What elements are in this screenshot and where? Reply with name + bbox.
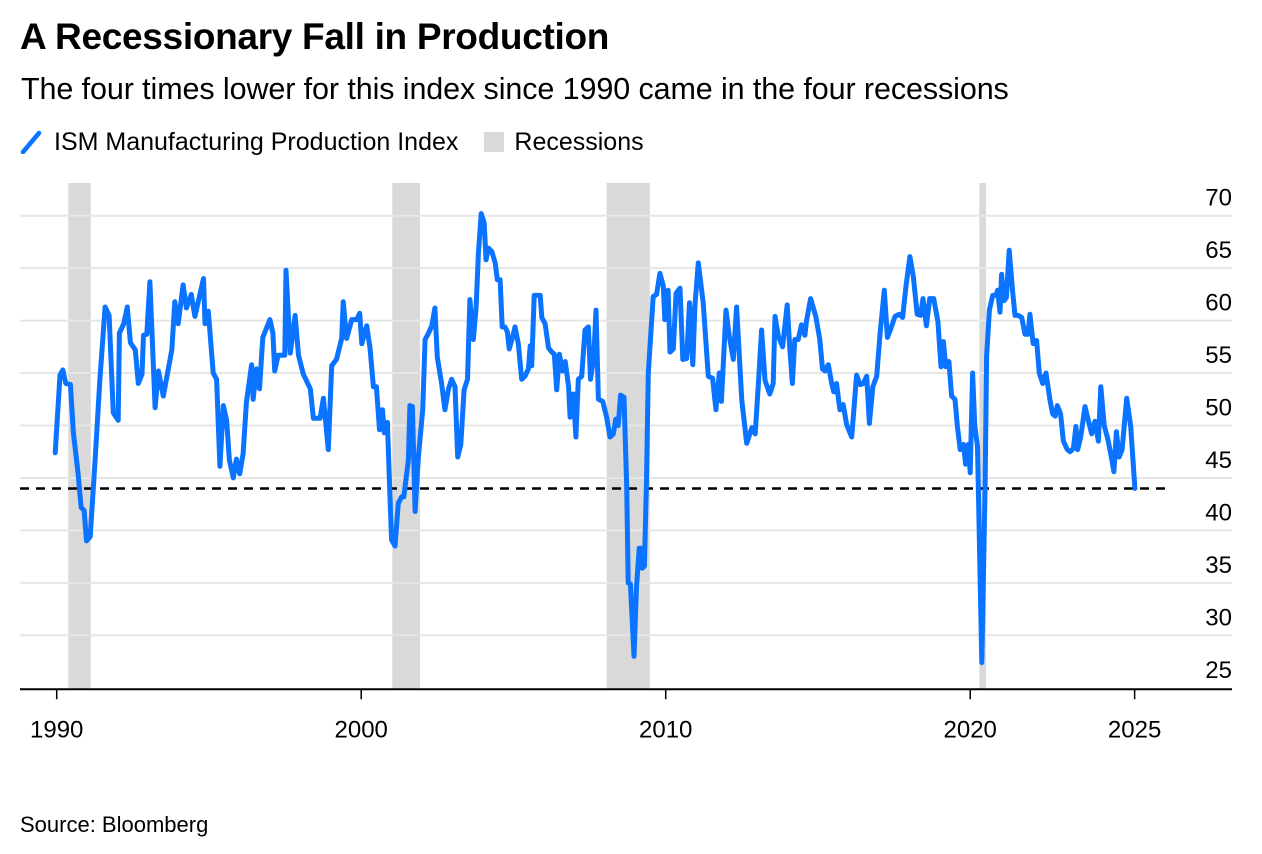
x-tick-label: 2000	[335, 716, 388, 743]
y-tick-label: 35	[1205, 552, 1232, 579]
y-tick-label: 60	[1205, 290, 1232, 317]
legend-item-ism: ISM Manufacturing Production Index	[20, 128, 458, 157]
y-tick-label: 30	[1205, 604, 1232, 631]
y-tick-label: 65	[1205, 237, 1232, 264]
x-axis: 1990 2000 2010 2020 2025	[20, 688, 1232, 743]
y-tick-label: 70	[1205, 185, 1232, 212]
y-tick-label: 25	[1205, 657, 1232, 684]
x-tick-label: 2010	[639, 716, 692, 743]
source-note: Source: Bloomberg	[20, 812, 209, 837]
x-tick-label: 2020	[944, 716, 997, 743]
legend: ISM Manufacturing Production Index Reces…	[20, 126, 670, 158]
box-icon	[484, 132, 505, 152]
legend-label-ism: ISM Manufacturing Production Index	[54, 127, 459, 156]
y-tick-label: 55	[1205, 342, 1232, 369]
x-tick-label: 2025	[1108, 716, 1161, 743]
recession-bands	[68, 183, 987, 690]
recession-band	[979, 183, 987, 690]
chart-subtitle: The four times lower for this index sinc…	[21, 72, 1009, 106]
series-line-ism	[52, 211, 1138, 666]
line-icon	[20, 130, 42, 154]
recession-band	[68, 183, 91, 690]
y-tick-label: 45	[1205, 447, 1232, 474]
legend-item-recessions: Recessions	[484, 127, 644, 157]
recession-band	[392, 183, 420, 690]
y-tick-label: 50	[1205, 395, 1232, 422]
legend-label-recessions: Recessions	[514, 127, 644, 156]
chart-title: A Recessionary Fall in Production	[20, 16, 610, 57]
x-tick-label: 1990	[30, 716, 83, 743]
y-axis: 25 30 35 40 45 50 55 60 65 70	[1205, 185, 1232, 684]
y-tick-label: 40	[1205, 499, 1232, 526]
series-group	[52, 211, 1138, 666]
